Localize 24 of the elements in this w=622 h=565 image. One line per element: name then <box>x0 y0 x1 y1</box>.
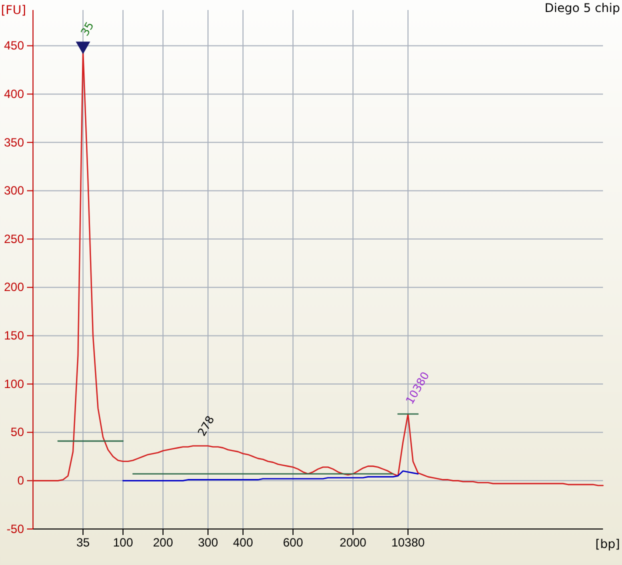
annotation: 35 <box>78 20 97 38</box>
y-tick-label: 200 <box>4 280 24 294</box>
y-tick-label: 450 <box>4 38 24 53</box>
y-axis-title: [FU] <box>1 3 26 17</box>
x-tick-label: 35 <box>76 536 90 550</box>
x-tick-label: 300 <box>198 536 218 550</box>
x-tick-label: 10380 <box>391 536 426 550</box>
y-tick-label: 300 <box>4 184 24 198</box>
chart-title: Diego 5 chip <box>544 1 620 15</box>
y-tick-label: 150 <box>4 328 24 343</box>
line-series <box>122 470 419 482</box>
y-tick-label: -50 <box>6 522 24 536</box>
x-axis-title: [bp] <box>595 537 620 551</box>
x-tick-label: 600 <box>282 536 304 550</box>
x-tick-label: 400 <box>232 536 254 550</box>
y-tick-label: 250 <box>4 232 24 246</box>
x-tick-label: 200 <box>152 536 174 550</box>
x-tick-label: 100 <box>112 536 134 550</box>
x-tick-label: 2000 <box>340 536 367 550</box>
y-tick-label: 50 <box>10 425 24 440</box>
y-tick-label: 100 <box>4 376 24 391</box>
y-tick-label: 400 <box>4 86 24 101</box>
y-tick-label: 0 <box>17 474 24 488</box>
y-tick-label: 350 <box>4 135 24 150</box>
